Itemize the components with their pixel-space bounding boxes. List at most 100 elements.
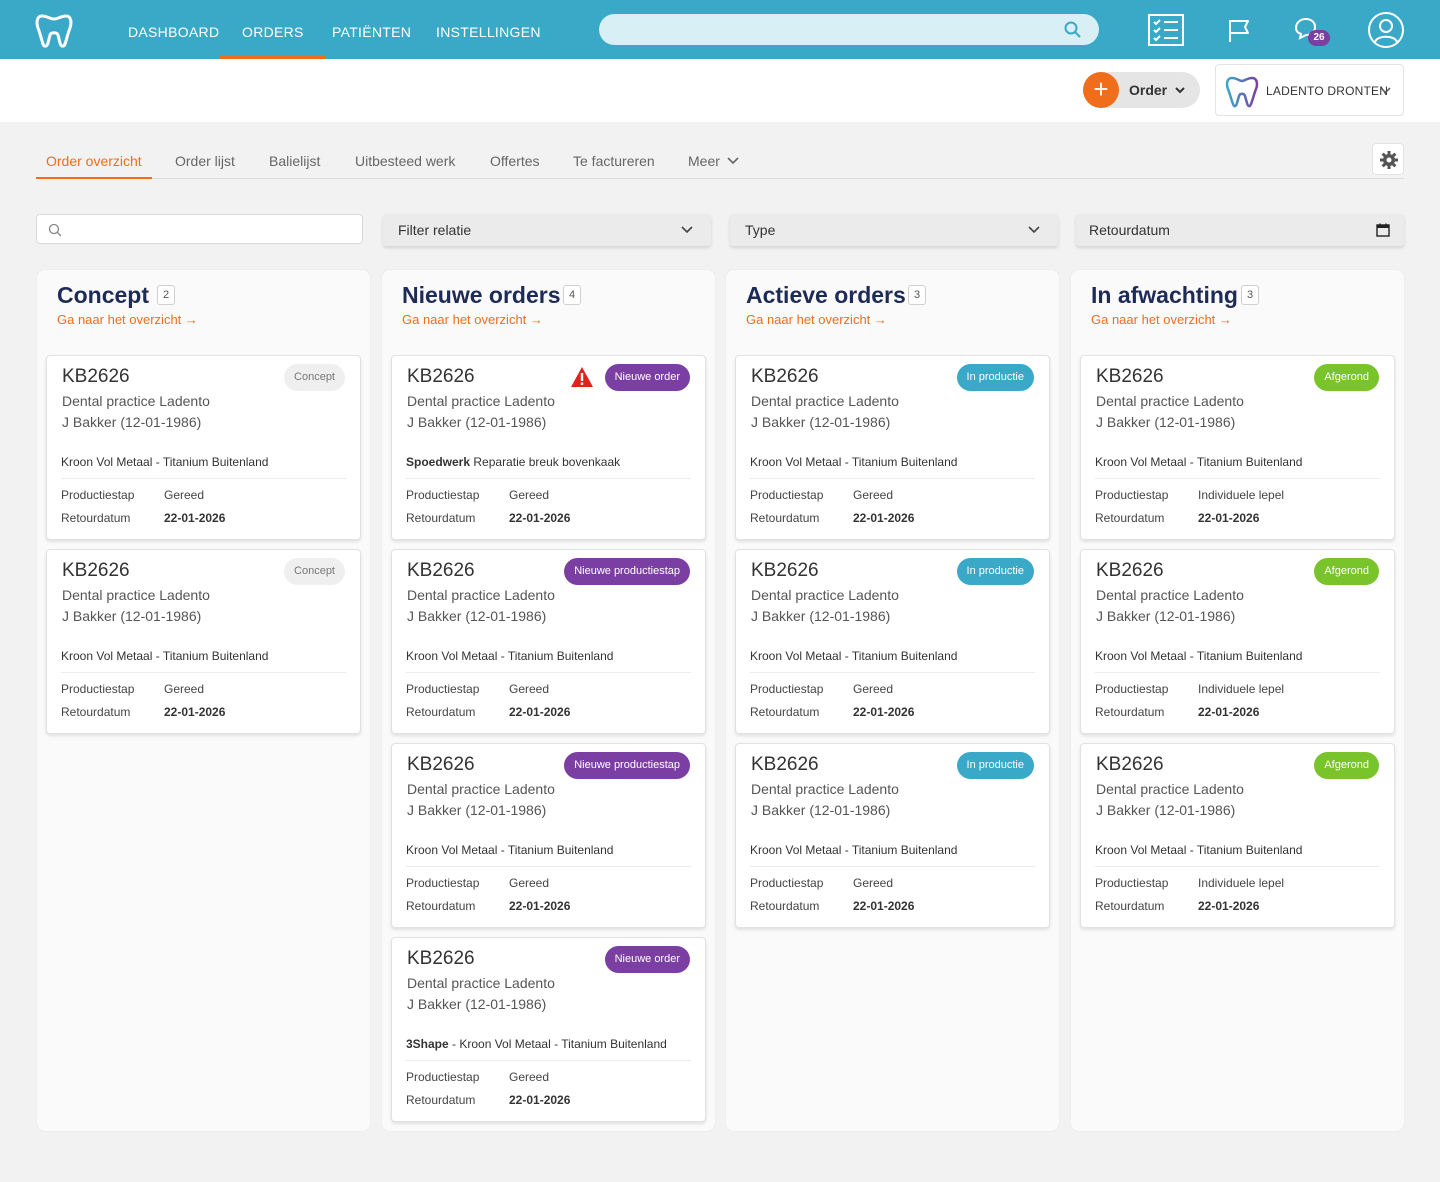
production-step-value: Gereed — [509, 1070, 550, 1084]
order-card[interactable]: KB2626 In productie Dental practice Ladent… — [735, 355, 1050, 540]
order-id: KB2626 — [407, 948, 475, 969]
order-patient: J Bakker (12-01-1986) — [407, 608, 547, 624]
nav-orders[interactable]: ORDERS — [220, 0, 326, 59]
tab-order-lijst[interactable]: Order lijst — [175, 153, 235, 169]
checklist-icon[interactable] — [1146, 10, 1186, 50]
filter-type-label: Type — [745, 222, 776, 238]
practice-selector[interactable]: LADENTO DRONTEN — [1215, 64, 1404, 116]
chevron-down-icon — [1175, 87, 1185, 94]
production-step-label: Productiestap — [750, 682, 824, 696]
production-step-label: Productiestap — [750, 876, 824, 890]
column-title: Nieuwe orders — [402, 282, 561, 308]
order-practice: Dental practice Ladento — [1096, 587, 1244, 603]
filter-retourdatum-label: Retourdatum — [1089, 222, 1170, 238]
calendar-icon[interactable] — [1376, 223, 1390, 237]
filter-type-select[interactable]: Type — [730, 214, 1058, 246]
order-patient: J Bakker (12-01-1986) — [751, 608, 891, 624]
return-date-value: 22-01-2026 — [509, 1093, 571, 1107]
card-divider — [406, 672, 691, 673]
column-count-badge: 3 — [1241, 285, 1259, 305]
card-divider — [750, 866, 1035, 867]
column-0: Concept 2 Ga naar het overzicht → KB2626 Con… — [37, 270, 370, 1131]
order-practice: Dental practice Ladento — [62, 393, 210, 409]
column-count-badge: 3 — [908, 285, 926, 305]
order-patient: J Bakker (12-01-1986) — [62, 414, 202, 430]
nav-dashboard[interactable]: DASHBOARD — [128, 24, 220, 40]
order-patient: J Bakker (12-01-1986) — [1096, 414, 1236, 430]
messages-count-badge: 26 — [1308, 30, 1330, 46]
practice-name: LADENTO DRONTEN — [1266, 84, 1389, 98]
warning-icon — [571, 367, 593, 387]
chat-bubbles-icon[interactable] — [1288, 10, 1328, 50]
order-practice: Dental practice Ladento — [751, 781, 899, 797]
tab-offertes[interactable]: Offertes — [490, 153, 540, 169]
return-date-label: Retourdatum — [61, 511, 131, 525]
order-id: KB2626 — [407, 560, 475, 581]
nav-instellingen[interactable]: INSTELLINGEN — [436, 24, 541, 40]
status-badge: Concept — [284, 558, 345, 585]
tab-uitbesteed-werk[interactable]: Uitbesteed werk — [355, 153, 456, 169]
settings-button[interactable] — [1372, 143, 1404, 175]
order-card[interactable]: KB2626 Afgerond Dental practice Ladento J B… — [1080, 355, 1395, 540]
tab-order-overzicht[interactable]: Order overzicht — [36, 153, 152, 179]
gear-icon — [1380, 151, 1398, 169]
order-card[interactable]: KB2626 Afgerond Dental practice Ladento J B… — [1080, 549, 1395, 734]
order-product: Kroon Vol Metaal - Titanium Buitenland — [406, 843, 614, 857]
card-divider — [406, 1060, 691, 1061]
return-date-label: Retourdatum — [1095, 511, 1165, 525]
order-card[interactable]: KB2626 Nieuwe productiestap Dental practic… — [391, 549, 706, 734]
order-card[interactable]: KB2626 Afgerond Dental practice Ladento J B… — [1080, 743, 1395, 928]
card-divider — [1095, 866, 1380, 867]
global-search-input[interactable] — [599, 14, 1099, 45]
tab-te-factureren[interactable]: Te factureren — [573, 153, 655, 169]
order-practice: Dental practice Ladento — [62, 587, 210, 603]
return-date-value: 22-01-2026 — [853, 899, 915, 913]
practice-logo-icon — [1225, 76, 1259, 108]
order-product-name: - Kroon Vol Metaal - Titanium Buitenland — [452, 1037, 667, 1051]
new-order-button[interactable]: + Order — [1083, 72, 1200, 108]
order-patient: J Bakker (12-01-1986) — [407, 996, 547, 1012]
column-1: Nieuwe orders 4 Ga naar het overzicht → KB2… — [382, 270, 715, 1131]
order-card[interactable]: KB2626 Nieuwe order Dental practice Ladent… — [391, 355, 706, 540]
user-icon[interactable] — [1366, 10, 1406, 50]
nav-patienten[interactable]: PATIËNTEN — [332, 24, 412, 40]
column-overview-link[interactable]: Ga naar het overzicht → — [57, 312, 198, 327]
production-step-label: Productiestap — [1095, 876, 1169, 890]
column-overview-link[interactable]: Ga naar het overzicht → — [402, 312, 543, 327]
order-practice: Dental practice Ladento — [751, 587, 899, 603]
order-practice: Dental practice Ladento — [407, 975, 555, 991]
order-card[interactable]: KB2626 In productie Dental practice Ladent… — [735, 743, 1050, 928]
top-navigation-bar: DASHBOARD ORDERS PATIËNTEN INSTELLINGEN … — [0, 0, 1440, 59]
column-overview-link[interactable]: Ga naar het overzicht → — [746, 312, 887, 327]
order-card[interactable]: KB2626 Concept Dental practice Ladento J Ba… — [46, 355, 361, 540]
flag-icon[interactable] — [1220, 10, 1260, 50]
order-search-input[interactable] — [36, 214, 363, 244]
order-card[interactable]: KB2626 In productie Dental practice Ladent… — [735, 549, 1050, 734]
column-3: In afwachting 3 Ga naar het overzicht → KB2… — [1071, 270, 1404, 1131]
order-card[interactable]: KB2626 Concept Dental practice Ladento J Ba… — [46, 549, 361, 734]
status-badge: In productie — [956, 364, 1034, 391]
production-step-value: Gereed — [164, 488, 205, 502]
chevron-down-icon[interactable] — [726, 155, 740, 167]
order-id: KB2626 — [62, 366, 130, 387]
card-divider — [750, 478, 1035, 479]
tooth-logo-icon[interactable] — [34, 10, 74, 50]
order-id: KB2626 — [1096, 754, 1164, 775]
filter-relatie-select[interactable]: Filter relatie — [383, 214, 711, 246]
return-date-value: 22-01-2026 — [164, 511, 226, 525]
tab-meer[interactable]: Meer — [688, 153, 720, 169]
order-card[interactable]: KB2626 Nieuwe productiestap Dental practic… — [391, 743, 706, 928]
tab-balielijst[interactable]: Balielijst — [269, 153, 321, 169]
order-product: Kroon Vol Metaal - Titanium Buitenland — [406, 649, 614, 663]
order-product: Kroon Vol Metaal - Titanium Buitenland — [61, 649, 269, 663]
order-id: KB2626 — [1096, 560, 1164, 581]
chevron-down-icon — [681, 226, 693, 234]
search-icon[interactable] — [1064, 21, 1081, 38]
filter-retourdatum-input[interactable]: Retourdatum — [1076, 214, 1404, 246]
production-step-value: Gereed — [164, 682, 205, 696]
column-overview-link[interactable]: Ga naar het overzicht → — [1091, 312, 1232, 327]
column-title: In afwachting — [1091, 282, 1238, 308]
order-card[interactable]: KB2626 Nieuwe order Dental practice Ladent… — [391, 937, 706, 1122]
status-badge: Afgerond — [1314, 364, 1379, 391]
card-divider — [750, 672, 1035, 673]
